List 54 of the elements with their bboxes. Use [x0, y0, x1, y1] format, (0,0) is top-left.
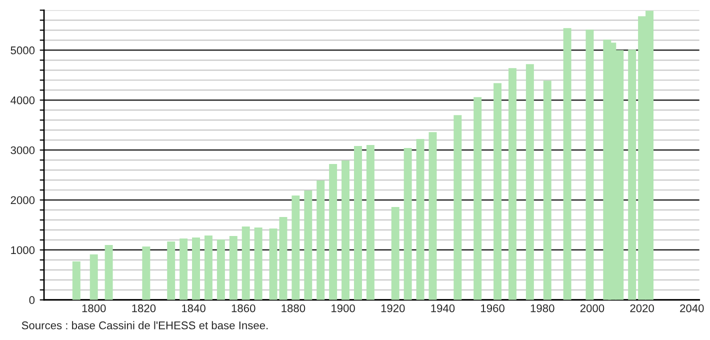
bar	[72, 261, 80, 300]
x-tick-label: 2040	[680, 304, 704, 312]
bar	[292, 195, 300, 300]
x-tick-label: 2000	[580, 304, 604, 312]
bar	[404, 148, 412, 300]
bar	[628, 50, 636, 300]
bar	[180, 238, 188, 300]
bar	[192, 237, 200, 300]
x-tick-label: 2020	[630, 304, 654, 312]
x-tick-label: 1900	[332, 304, 355, 312]
y-tick-label: 2000	[10, 196, 35, 204]
bar	[204, 235, 212, 300]
x-tick-label: 1800	[82, 304, 106, 312]
bar	[586, 30, 594, 300]
bar	[526, 64, 534, 300]
bar	[508, 68, 516, 300]
x-tick-label: 1940	[431, 304, 455, 312]
bar	[229, 236, 238, 300]
bar	[316, 180, 325, 300]
x-tick-label: 1960	[481, 304, 504, 312]
y-tick-label: 0	[29, 296, 35, 304]
bar	[342, 160, 350, 300]
bar	[269, 228, 278, 300]
bar	[142, 246, 150, 300]
bar	[563, 28, 572, 300]
y-tick-label: 5000	[10, 46, 35, 54]
bar	[90, 254, 98, 300]
x-tick-label: 1820	[132, 304, 156, 312]
x-tick-label: 1880	[282, 304, 306, 312]
x-tick-label: 1980	[530, 304, 554, 312]
bar	[543, 80, 552, 300]
x-tick-label: 1920	[381, 304, 405, 312]
y-tick-label: 3000	[10, 146, 35, 154]
x-tick-label: 1860	[232, 304, 256, 312]
bar	[366, 145, 374, 300]
source-note: Sources : base Cassini de l'EHESS et base Insee.	[22, 321, 268, 330]
bar	[104, 244, 113, 300]
bar	[216, 239, 225, 300]
bar	[454, 115, 462, 300]
bar	[474, 97, 482, 300]
bar	[167, 241, 176, 300]
bar	[304, 190, 312, 300]
bar	[416, 139, 424, 300]
y-tick-label: 1000	[11, 246, 35, 254]
y-tick-label: 4000	[10, 96, 35, 104]
x-tick-label: 1840	[182, 304, 206, 312]
bar	[391, 206, 400, 300]
bar	[254, 227, 262, 300]
bar	[329, 164, 338, 300]
bar	[242, 226, 250, 300]
bar	[428, 132, 437, 300]
bar	[279, 216, 288, 300]
bar	[494, 83, 502, 300]
bar	[354, 146, 362, 300]
